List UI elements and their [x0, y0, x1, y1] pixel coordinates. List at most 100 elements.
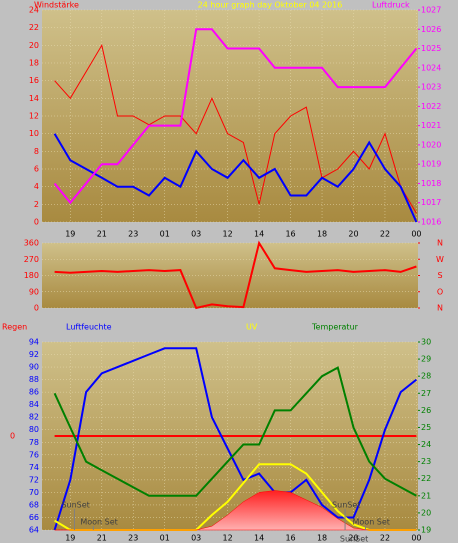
y-tick-label: 24 [29, 6, 39, 15]
y-tick-label: 22 [29, 23, 39, 32]
x-tick-label: 12 [223, 534, 233, 543]
x-tick-label: 23 [128, 534, 138, 543]
y2-tick-label: 1016 [421, 218, 441, 227]
y-tick-label: 84 [29, 400, 39, 409]
y2-tick-label: 22 [421, 474, 431, 483]
y-tick-label: 72 [29, 475, 39, 484]
y-tick-label: 0 [34, 304, 39, 313]
y-tick-label: 78 [29, 438, 39, 447]
x-tick-label: 23 [128, 230, 138, 239]
y2-tick-label: 28 [421, 372, 431, 381]
y-tick-label: 180 [24, 271, 39, 280]
x-tick-label: 18 [317, 534, 327, 543]
legend-label: Regen [2, 323, 27, 332]
x-tick-label: 01 [160, 230, 170, 239]
chart-title: 24 hour graph day Oktober 04 2016 [198, 1, 343, 10]
x-tick-label: 12 [223, 230, 233, 239]
x-tick-label: 00 [411, 230, 421, 239]
y-tick-label: 14 [29, 94, 39, 103]
y-tick-label: 8 [34, 147, 39, 156]
y2-tick-label: 1019 [421, 160, 441, 169]
x-tick-label: 03 [191, 534, 201, 543]
y2-tick-label: 26 [421, 406, 431, 415]
line [53, 366, 417, 497]
y-tick-label: 86 [29, 388, 39, 397]
annotation: SunSet [340, 535, 368, 543]
x-tick-label: 20 [348, 230, 358, 239]
y2-tick-label: 30 [421, 338, 431, 347]
plot-area [42, 243, 418, 308]
y-tick-label: 2 [34, 200, 39, 209]
x-tick-label: 00 [411, 534, 421, 543]
y2-tick-label: S [437, 271, 442, 280]
y-tick-label: 16 [29, 76, 39, 85]
y2-tick-label: 1027 [421, 6, 441, 15]
x-tick-label: 16 [285, 230, 295, 239]
y2-tick-label: O [437, 287, 443, 296]
y-axis-label: Windstärke [34, 1, 79, 10]
y-tick-label: 360 [24, 239, 39, 248]
y-tick-label: 20 [29, 41, 39, 50]
line [54, 43, 417, 214]
rain-tick-label: 0 [10, 432, 15, 441]
x-tick-label: 01 [160, 534, 170, 543]
y-tick-label: 74 [29, 463, 39, 472]
y-tick-label: 270 [24, 255, 39, 264]
y2-tick-label: 1024 [421, 63, 441, 72]
y2-tick-label: N [437, 304, 443, 313]
y2-tick-label: 1018 [421, 179, 441, 188]
y2-tick-label: 20 [421, 508, 431, 517]
y-tick-label: 4 [34, 182, 39, 191]
x-tick-label: 16 [285, 534, 295, 543]
y-tick-label: 68 [29, 500, 39, 509]
x-tick-label: 21 [97, 534, 107, 543]
y2-axis-label: Luftdruck [372, 1, 410, 10]
x-tick-label: 14 [254, 230, 264, 239]
line [53, 347, 418, 531]
y-tick-label: 64 [29, 526, 39, 535]
y2-tick-label: 24 [421, 440, 431, 449]
legend-label: Luftfeuchte [66, 323, 112, 332]
x-tick-label: 22 [380, 534, 390, 543]
line [53, 133, 418, 223]
annotation: SunSet [332, 501, 360, 510]
y-tick-label: 94 [29, 338, 39, 347]
x-tick-label: 20 [348, 534, 358, 543]
line [53, 28, 418, 205]
y2-tick-label: 1022 [421, 102, 441, 111]
y-tick-label: 80 [29, 425, 39, 434]
y2-tick-label: 27 [421, 389, 431, 398]
y-tick-label: 88 [29, 375, 39, 384]
x-tick-label: 22 [380, 230, 390, 239]
y-tick-label: 0 [34, 218, 39, 227]
legend-label: UV [246, 323, 258, 332]
y-tick-label: 76 [29, 450, 39, 459]
x-tick-label: 21 [97, 230, 107, 239]
y-tick-label: 66 [29, 513, 39, 522]
x-tick-label: 18 [317, 230, 327, 239]
x-tick-label: 14 [254, 534, 264, 543]
y-tick-label: 12 [29, 112, 39, 121]
y-tick-label: 90 [29, 287, 39, 296]
y2-tick-label: 1025 [421, 44, 441, 53]
y2-tick-label: N [437, 239, 443, 248]
x-tick-label: 03 [191, 230, 201, 239]
y2-tick-label: 1021 [421, 121, 441, 130]
y-tick-label: 6 [34, 165, 39, 174]
y-tick-label: 92 [29, 350, 39, 359]
plot-area [42, 10, 418, 222]
area [54, 490, 417, 531]
y2-tick-label: 1026 [421, 25, 441, 34]
legend-label: Temperatur [311, 323, 359, 332]
y-tick-label: 18 [29, 59, 39, 68]
y-tick-label: 10 [29, 129, 39, 138]
x-tick-label: 19 [65, 230, 75, 239]
line [54, 240, 417, 310]
y2-tick-label: 19 [421, 526, 431, 535]
y2-tick-label: 25 [421, 423, 431, 432]
y2-tick-label: 1017 [421, 198, 441, 207]
annotation: SunSet [61, 501, 89, 510]
y-tick-label: 90 [29, 363, 39, 372]
x-tick-label: 19 [65, 534, 75, 543]
